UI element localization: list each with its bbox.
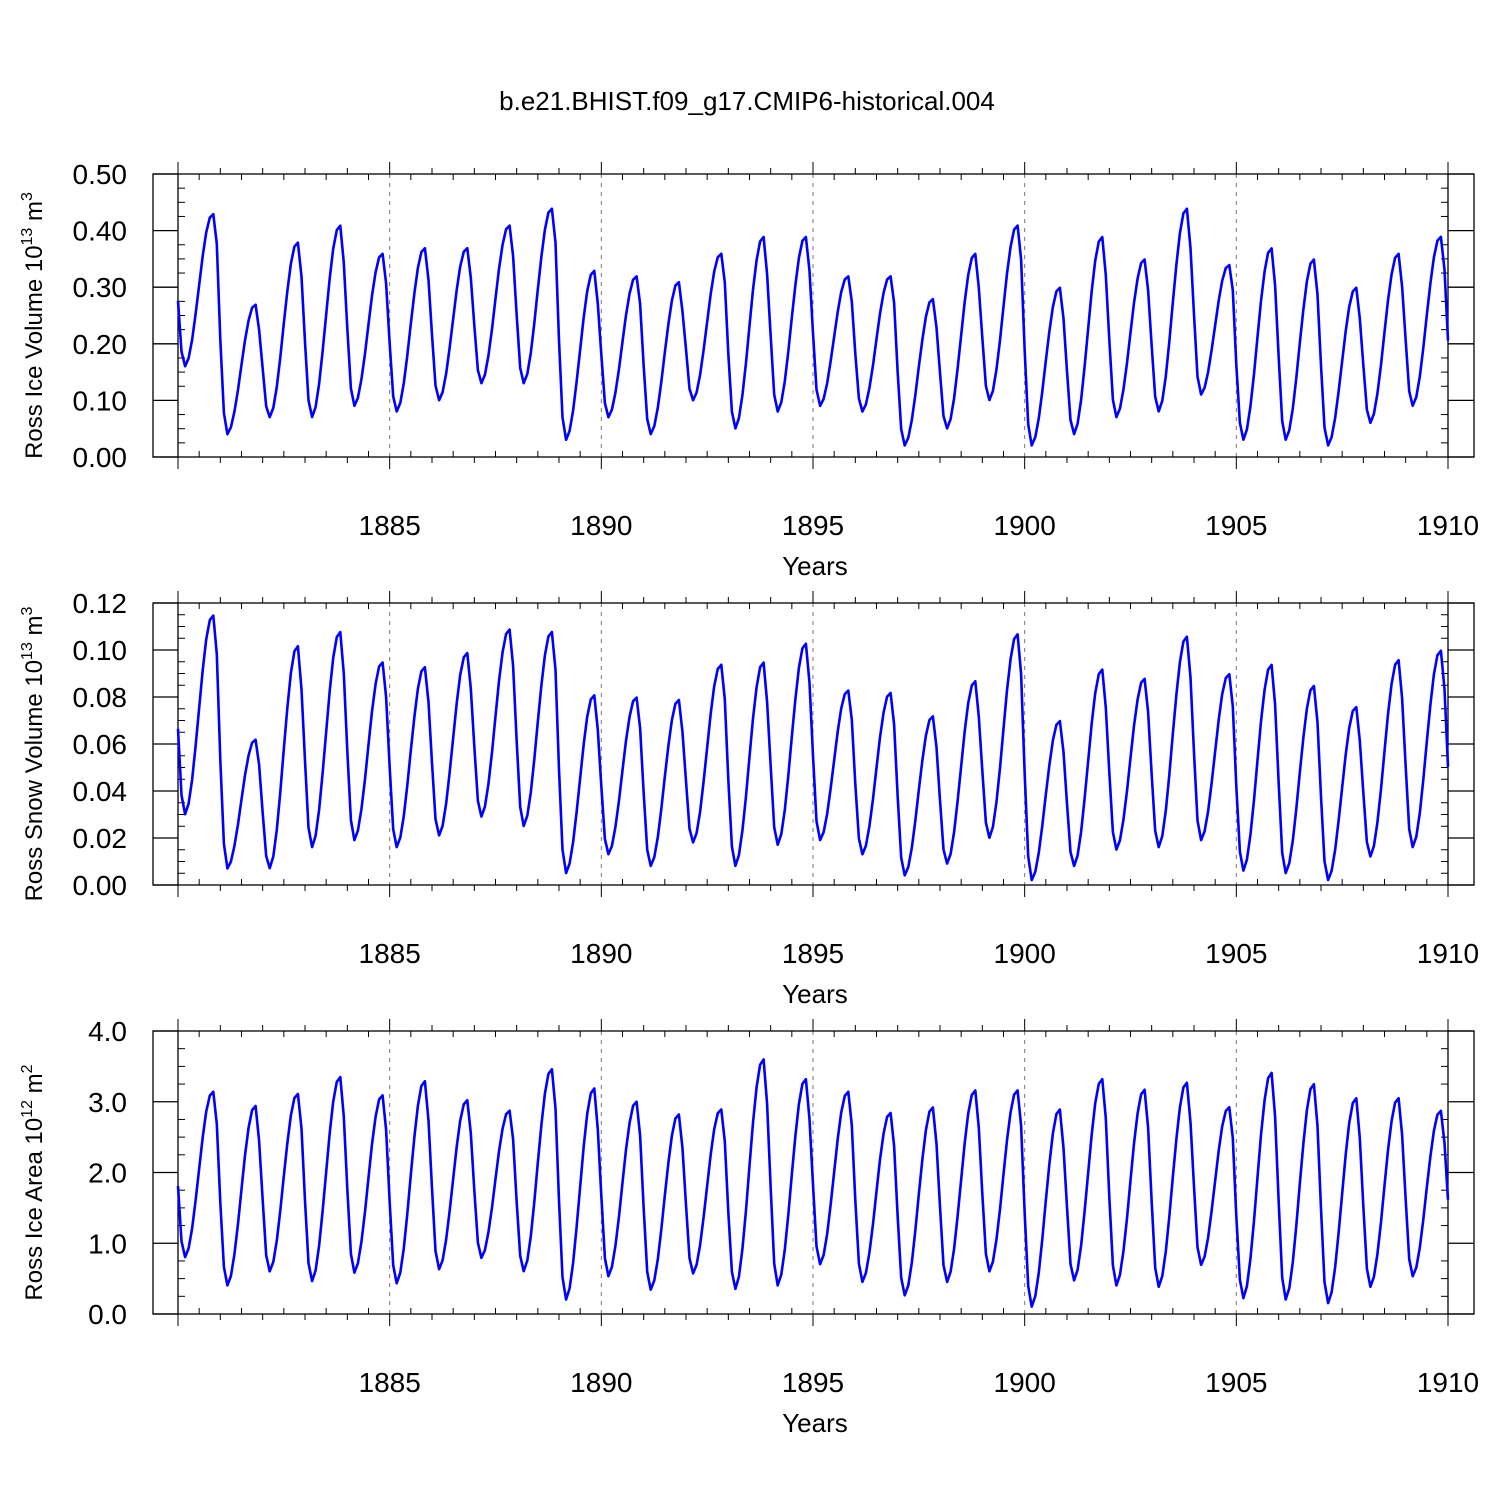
x-tick-label: 1905 <box>1205 1367 1267 1398</box>
y-tick-label: 3.0 <box>88 1087 127 1118</box>
panels: 0.00 0.10 0.20 0.30 0.40 0.50 1885 1890 1895 1900… <box>19 159 1479 1438</box>
series-line-ice-volume <box>176 207 1450 447</box>
y-tick-label: 0.20 <box>73 329 128 360</box>
y-tick-label: 0.12 <box>73 588 128 619</box>
x-tick-label: 1890 <box>570 1367 632 1398</box>
y-tick-label: 0.0 <box>88 1299 127 1330</box>
x-tick-label: 1910 <box>1417 1367 1479 1398</box>
x-tick-label: 1895 <box>782 1367 844 1398</box>
x-tick-label: 1900 <box>994 938 1056 969</box>
x-axis-label: Years <box>782 979 848 1009</box>
panel-ice-volume: 0.00 0.10 0.20 0.30 0.40 0.50 1885 1890 1895 1900… <box>19 159 1479 581</box>
series-line-snow-volume <box>176 614 1450 882</box>
y-axis-label: Ross Ice Area 1012 m2 <box>19 1064 48 1300</box>
x-tick-label: 1910 <box>1417 510 1479 541</box>
x-tick-label: 1910 <box>1417 938 1479 969</box>
x-tick-label: 1890 <box>570 938 632 969</box>
x-tick-label: 1905 <box>1205 510 1267 541</box>
x-tick-label: 1885 <box>359 510 421 541</box>
y-tick-label: 0.02 <box>73 823 128 854</box>
panel-ice-area: 0.0 1.0 2.0 3.0 4.0 1885 1890 1895 1900 1905 1910 Y… <box>19 1016 1479 1438</box>
y-tick-label: 0.00 <box>73 442 128 473</box>
y-tick-label: 0.04 <box>73 776 128 807</box>
x-tick-label: 1890 <box>570 510 632 541</box>
x-tick-label: 1885 <box>359 938 421 969</box>
x-tick-label: 1895 <box>782 510 844 541</box>
panel-snow-volume: 0.00 0.02 0.04 0.06 0.08 0.10 0.12 1885 1890 1895… <box>19 588 1479 1009</box>
x-tick-label: 1885 <box>359 1367 421 1398</box>
y-tick-label: 0.08 <box>73 682 128 713</box>
series-line-ice-area <box>176 1058 1450 1308</box>
y-tick-label: 1.0 <box>88 1228 127 1259</box>
x-axis-label: Years <box>782 551 848 581</box>
y-tick-label: 2.0 <box>88 1158 127 1189</box>
y-axis-label: Ross Ice Volume 1013 m3 <box>19 192 48 459</box>
y-tick-label: 0.10 <box>73 635 128 666</box>
x-tick-label: 1900 <box>994 1367 1056 1398</box>
x-tick-label: 1895 <box>782 938 844 969</box>
y-tick-label: 0.00 <box>73 870 128 901</box>
x-tick-label: 1900 <box>994 510 1056 541</box>
x-axis-label: Years <box>782 1408 848 1438</box>
y-tick-label: 0.30 <box>73 272 128 303</box>
y-tick-label: 4.0 <box>88 1016 127 1047</box>
y-tick-label: 0.40 <box>73 216 128 247</box>
y-axis-label: Ross Snow Volume 1013 m3 <box>19 606 48 901</box>
y-tick-label: 0.50 <box>73 159 128 190</box>
x-tick-label: 1905 <box>1205 938 1267 969</box>
chart-title: b.e21.BHIST.f09_g17.CMIP6-historical.004 <box>499 86 995 116</box>
y-tick-label: 0.10 <box>73 385 128 416</box>
y-tick-label: 0.06 <box>73 729 128 760</box>
